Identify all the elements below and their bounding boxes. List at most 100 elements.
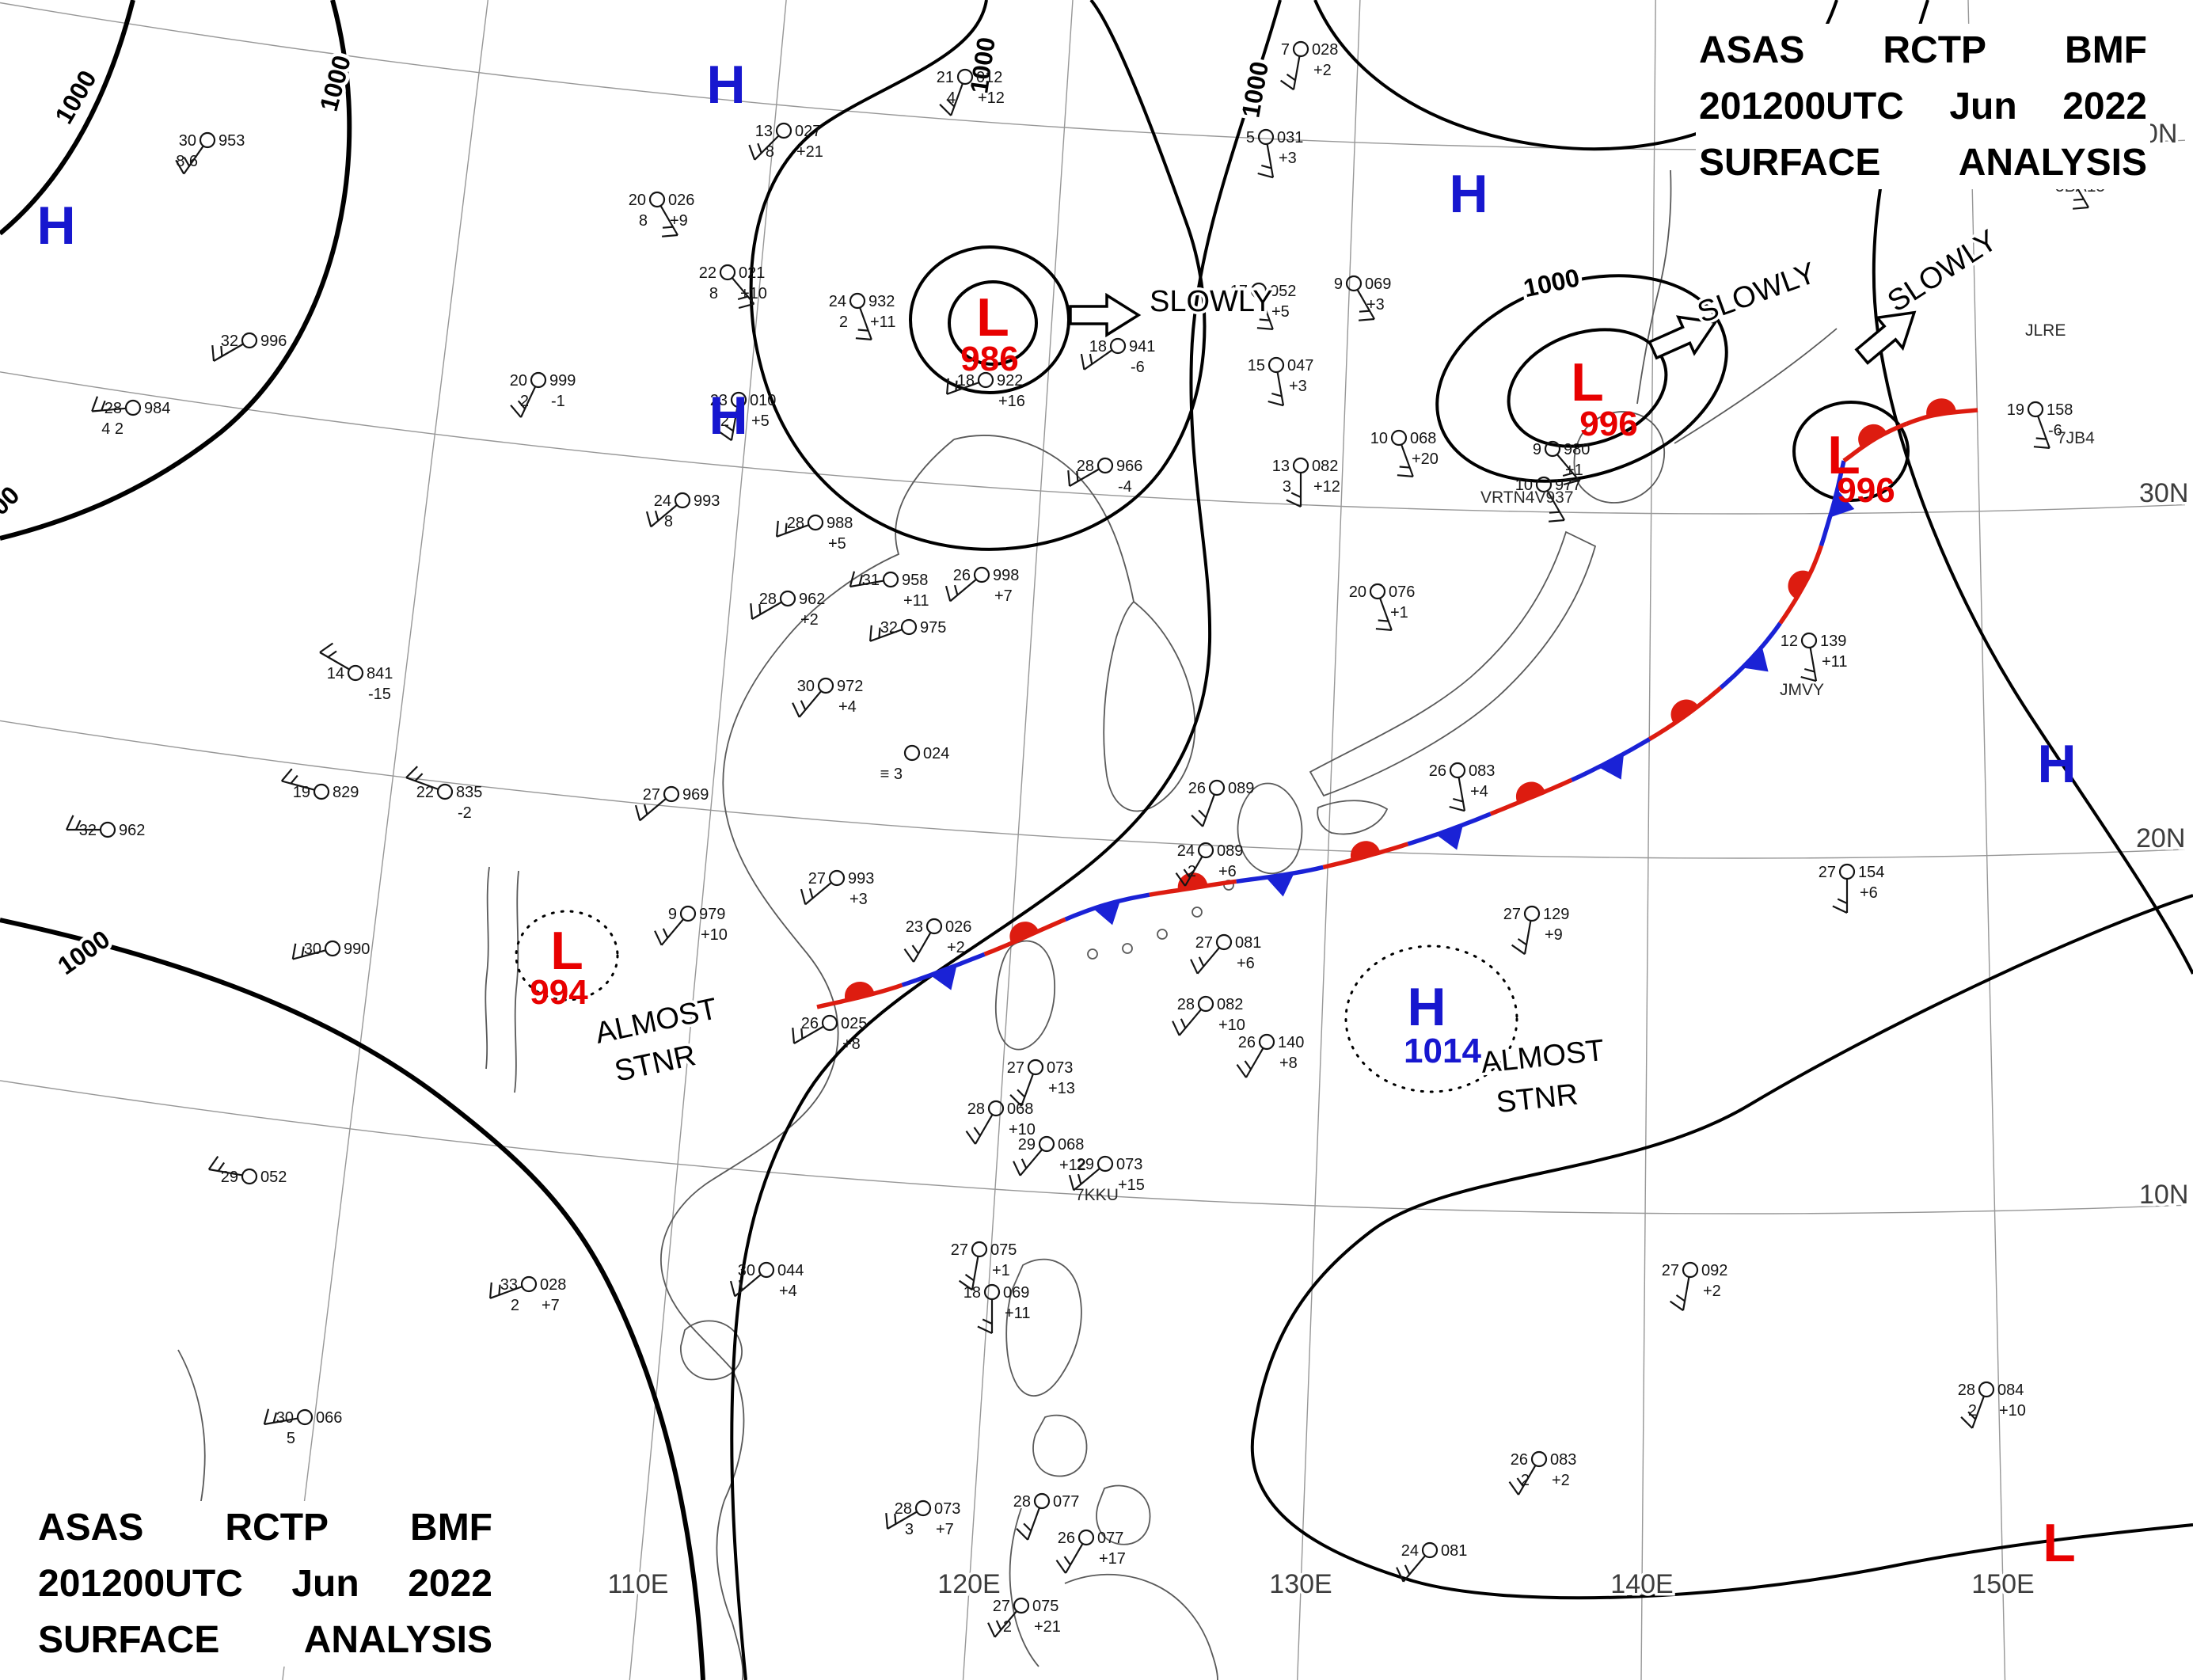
station-plot: 27 075 +1 <box>951 1241 1017 1291</box>
cloud-cover-icon <box>828 869 846 887</box>
station-plot: 23 026 +2 <box>903 918 971 963</box>
station-plot: 30 066 5 <box>263 1408 342 1447</box>
cloud-cover-icon <box>530 371 547 389</box>
station-temp: 28 <box>1013 1493 1031 1511</box>
wind-barb-feather <box>1180 1018 1187 1029</box>
cloud-cover-icon <box>679 905 697 922</box>
wind-barb <box>1523 920 1532 955</box>
station-temp: 28 <box>895 1500 912 1518</box>
station-temp: 23 <box>906 918 923 936</box>
annotation-text: SLOWLY <box>1882 224 2003 319</box>
wind-barb-feather <box>1009 1094 1022 1107</box>
station-pressure: 932 <box>868 293 895 310</box>
wind-barb-feather <box>982 1318 993 1325</box>
wind-barb <box>520 386 537 418</box>
warm-front-segment <box>1842 421 1907 463</box>
wind-barb-feather <box>939 104 952 116</box>
wind-barb-feather <box>207 1155 219 1170</box>
station-tendency: +1 <box>1390 604 1408 621</box>
wind-barb <box>731 277 755 305</box>
cloud-cover-icon <box>1215 933 1233 951</box>
station-pressure: 158 <box>2047 401 2073 419</box>
station-tendency: +2 <box>1313 62 1332 79</box>
high-center: H <box>1449 164 1488 224</box>
wind-barb-feather <box>944 585 952 602</box>
station-temp: 13 <box>1272 458 1290 475</box>
wind-barb <box>1196 947 1221 975</box>
station-id: 7KKU <box>1075 1186 1119 1204</box>
station-plot: 30 044 +4 <box>729 1261 804 1300</box>
station-tendency: +8 <box>842 1036 861 1053</box>
wind-barb-feather <box>1562 472 1573 477</box>
station-pressure: 998 <box>993 567 1019 584</box>
station-temp: 22 <box>699 264 716 282</box>
station-temp: 27 <box>1662 1262 1679 1279</box>
wind-barb <box>869 629 903 642</box>
station-pressure: 082 <box>1217 996 1243 1013</box>
wind-barb-feather <box>498 1284 501 1295</box>
meridian-line <box>629 0 787 1680</box>
wind-barb <box>849 580 884 588</box>
wind-barb-feather <box>1198 809 1207 819</box>
station-extra: 2 <box>1521 1472 1530 1489</box>
coastline <box>1674 328 1838 444</box>
wind-barb-feather <box>643 804 648 815</box>
station-temp: 10 <box>1370 430 1388 447</box>
station-pressure: 996 <box>260 333 287 350</box>
station-tendency: +5 <box>751 412 770 430</box>
station-plot: 20 999 -1 2 <box>510 371 576 418</box>
station-pressure: 069 <box>1003 1284 1029 1302</box>
station-extra: ≡ 3 <box>880 766 903 783</box>
isobar-label: 00 <box>0 481 25 521</box>
cloud-cover-icon <box>1449 762 1466 779</box>
station-tendency: +12 <box>1313 478 1340 496</box>
station-plot: 20 026 +9 8 <box>629 191 694 238</box>
station-pressure: 977 <box>1555 477 1581 494</box>
wind-barb-feather <box>808 888 814 899</box>
station-temp: 30 <box>276 1409 294 1427</box>
islet <box>1192 907 1203 918</box>
pressure-value: 996 <box>1837 471 1895 510</box>
wind-barb-feather <box>1967 1411 1977 1420</box>
station-plot: 26 998 +7 <box>944 566 1019 605</box>
station-temp: 27 <box>951 1241 968 1259</box>
station-pressure: 083 <box>1550 1451 1576 1469</box>
station-pressure: 068 <box>1007 1100 1033 1118</box>
station-plot: 22 021 +10 8 <box>699 264 767 310</box>
wind-barb-feather <box>1244 1060 1252 1070</box>
wind-barb-feather <box>220 345 223 357</box>
station-plot: 5 031 +3 <box>1246 128 1303 179</box>
wind-barb-feather <box>1190 959 1199 975</box>
station-tendency: -6 <box>2048 422 2062 439</box>
wind-barb-feather <box>1259 318 1270 321</box>
wind-barb-feather <box>757 143 762 154</box>
cloud-cover-icon <box>1027 1059 1044 1076</box>
station-temp: 29 <box>1077 1156 1094 1173</box>
coastline <box>680 1320 743 1381</box>
station-plot: 23 010 +5 2 <box>710 391 776 442</box>
station-temp: 10 <box>1515 477 1533 494</box>
station-plot: 10 977 <box>1515 476 1581 523</box>
wind-barb-feather <box>750 603 754 620</box>
station-pressure: 077 <box>1097 1530 1123 1547</box>
station-temp: 27 <box>993 1598 1010 1615</box>
isobar-label: 1000 <box>49 66 102 129</box>
station-pressure: 993 <box>694 492 720 510</box>
station-pressure: 082 <box>1312 458 1338 475</box>
station-temp: 23 <box>710 392 728 409</box>
wind-barb-feather <box>272 1412 278 1423</box>
station-pressure: 073 <box>934 1500 960 1518</box>
wind-barb <box>971 1256 979 1290</box>
low-symbol: L <box>976 287 1009 348</box>
cloud-cover-icon <box>1096 457 1114 474</box>
station-pressure: 077 <box>1053 1493 1079 1511</box>
movement-arrow <box>1854 310 1917 365</box>
wind-barb-feather <box>737 295 748 301</box>
wind-barb-feather <box>724 424 734 432</box>
station-temp: 14 <box>327 665 344 682</box>
station-tendency: +11 <box>1005 1305 1030 1322</box>
station-pressure: 972 <box>837 678 863 695</box>
station-plot: 27 969 <box>634 785 709 822</box>
wind-barb <box>1020 1074 1034 1107</box>
cloud-cover-icon <box>296 1408 314 1426</box>
